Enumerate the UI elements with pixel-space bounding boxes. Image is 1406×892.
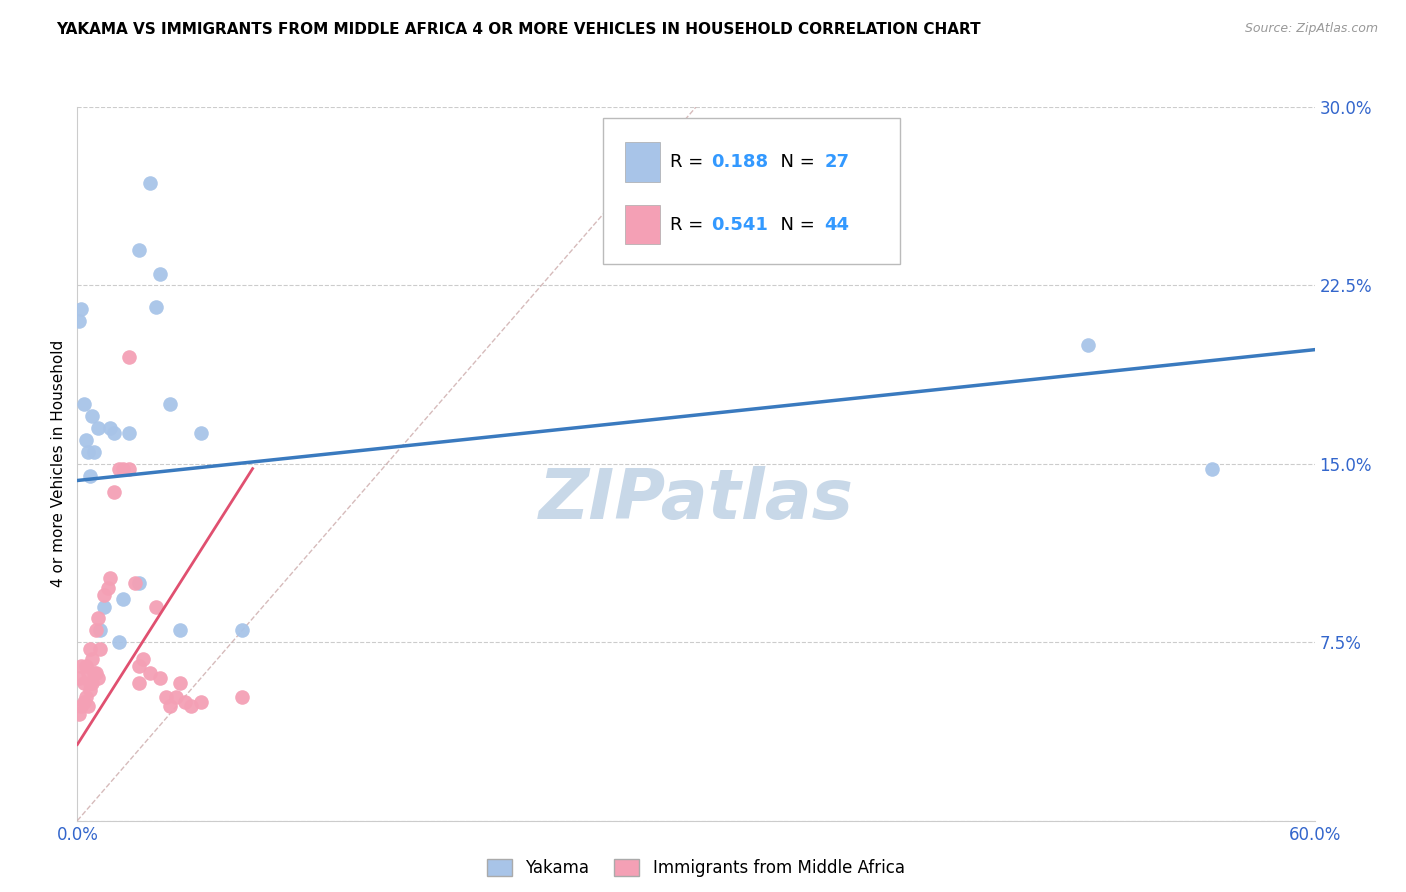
Point — [89, 624, 111, 638]
Point — [72, 695, 94, 709]
Point — [132, 652, 155, 666]
Point — [128, 675, 150, 690]
Point — [231, 690, 253, 704]
Point — [118, 461, 141, 475]
Point — [118, 350, 141, 364]
Point — [80, 652, 103, 666]
Point — [70, 699, 93, 714]
Point — [111, 592, 134, 607]
Point — [67, 314, 90, 328]
Point — [190, 695, 212, 709]
Point — [98, 571, 121, 585]
Legend: Yakama, Immigrants from Middle Africa: Yakama, Immigrants from Middle Africa — [481, 852, 911, 884]
Y-axis label: 4 or more Vehicles in Household: 4 or more Vehicles in Household — [51, 340, 66, 588]
Point — [89, 642, 111, 657]
Point — [76, 666, 98, 681]
Point — [97, 581, 120, 595]
FancyBboxPatch shape — [603, 118, 900, 264]
Point — [231, 624, 253, 638]
Point — [145, 599, 167, 614]
Point — [87, 421, 110, 435]
Point — [72, 675, 94, 690]
Point — [84, 624, 107, 638]
Point — [79, 468, 101, 483]
Point — [67, 706, 90, 721]
Point — [159, 699, 181, 714]
Text: N =: N = — [769, 153, 821, 171]
Point — [107, 461, 129, 475]
Point — [173, 695, 195, 709]
Point — [190, 425, 212, 440]
Point — [169, 624, 191, 638]
Point — [79, 642, 101, 657]
FancyBboxPatch shape — [626, 143, 659, 182]
Point — [159, 397, 181, 411]
Point — [70, 659, 93, 673]
Point — [83, 445, 105, 459]
Text: R =: R = — [671, 153, 709, 171]
Point — [118, 425, 141, 440]
Point — [155, 690, 177, 704]
Point — [128, 243, 150, 257]
Point — [107, 635, 129, 649]
Text: R =: R = — [671, 216, 709, 234]
Text: Source: ZipAtlas.com: Source: ZipAtlas.com — [1244, 22, 1378, 36]
Point — [87, 611, 110, 625]
Text: N =: N = — [769, 216, 821, 234]
Point — [128, 575, 150, 590]
Point — [93, 588, 115, 602]
Point — [93, 599, 115, 614]
Point — [87, 671, 110, 685]
Point — [83, 666, 105, 681]
Point — [145, 300, 167, 314]
Point — [80, 675, 103, 690]
Point — [149, 267, 172, 281]
Text: 0.188: 0.188 — [711, 153, 768, 171]
Point — [75, 690, 97, 704]
Point — [67, 671, 90, 685]
Point — [98, 421, 121, 435]
Text: 27: 27 — [825, 153, 849, 171]
Point — [79, 682, 101, 697]
Point — [149, 671, 172, 685]
Point — [103, 485, 125, 500]
Point — [138, 176, 160, 190]
Point — [76, 699, 98, 714]
Point — [138, 666, 160, 681]
Point — [80, 409, 103, 424]
Point — [180, 699, 202, 714]
Text: ZIPatlas: ZIPatlas — [538, 466, 853, 533]
Point — [84, 666, 107, 681]
Point — [128, 659, 150, 673]
Point — [70, 302, 93, 317]
Point — [111, 461, 134, 475]
Point — [124, 575, 146, 590]
Point — [75, 659, 97, 673]
Point — [1201, 461, 1223, 475]
Point — [165, 690, 187, 704]
Point — [76, 445, 98, 459]
Point — [79, 675, 101, 690]
Point — [1077, 338, 1099, 352]
Point — [75, 433, 97, 447]
Point — [72, 397, 94, 411]
FancyBboxPatch shape — [626, 205, 659, 244]
Text: 0.541: 0.541 — [711, 216, 768, 234]
Text: YAKAMA VS IMMIGRANTS FROM MIDDLE AFRICA 4 OR MORE VEHICLES IN HOUSEHOLD CORRELAT: YAKAMA VS IMMIGRANTS FROM MIDDLE AFRICA … — [56, 22, 981, 37]
Text: 44: 44 — [825, 216, 849, 234]
Point — [103, 425, 125, 440]
Point — [169, 675, 191, 690]
